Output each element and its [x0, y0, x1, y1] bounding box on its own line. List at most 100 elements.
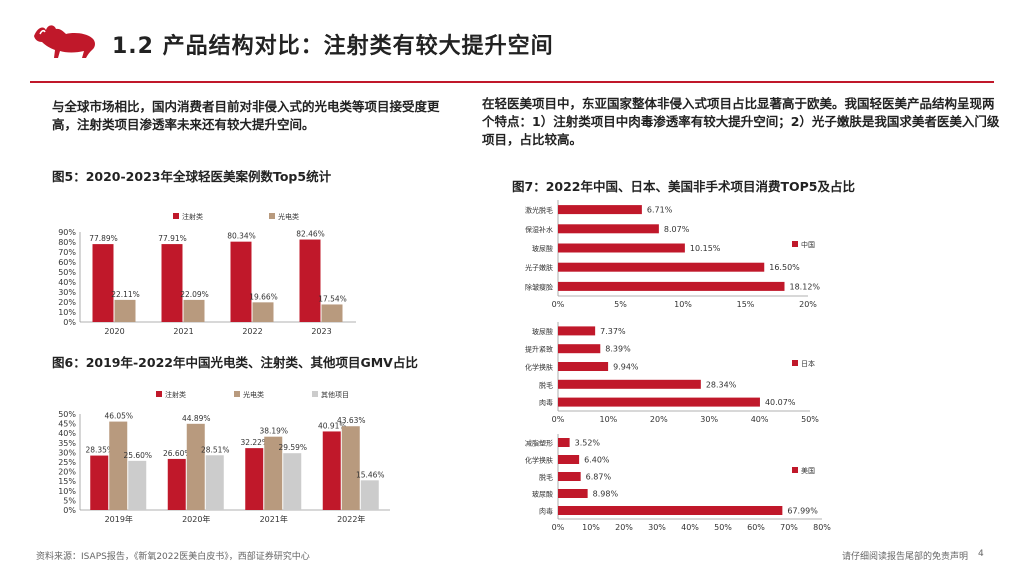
data-label: 22.11%	[111, 290, 140, 299]
x-tick-label: 0%	[552, 523, 565, 532]
data-label: 26.60%	[163, 449, 192, 458]
data-label: 10.15%	[690, 244, 721, 253]
bar	[558, 506, 783, 515]
bar	[341, 426, 360, 510]
legend-label: 日本	[801, 359, 815, 368]
fig7-usa-chart: 0% 10% 20% 30% 40% 50% 60% 70% 80% 减脂塑形 3.52% 化学换肤 6…	[525, 434, 831, 532]
category-label: 玻尿酸	[532, 244, 553, 253]
data-label: 29.59%	[278, 443, 307, 452]
x-tick-label: 0%	[552, 300, 565, 309]
x-tick-label: 5%	[614, 300, 627, 309]
x-tick-label: 70%	[780, 523, 798, 532]
y-tick-label: 30%	[58, 288, 76, 297]
x-tick-label: 30%	[700, 415, 718, 424]
legend-swatch	[156, 391, 162, 397]
x-tick-label: 2023	[311, 327, 331, 336]
x-tick-label: 20%	[650, 415, 668, 424]
bar	[558, 243, 685, 253]
y-tick-label: 5%	[63, 496, 76, 505]
category-label: 肉毒	[539, 507, 553, 516]
x-tick-label: 2019年	[105, 514, 133, 524]
fig7-japan-chart: 0% 10% 20% 30% 40% 50% 玻尿酸 7.37% 提升紧致 8.39% 化学换肤 9.…	[525, 322, 819, 424]
fig7-china-chart: 0% 5% 10% 15% 20% 激光脱毛 6.71% 保湿补水 8.07% 玻尿酸 10.15%…	[525, 200, 821, 309]
data-label: 22.09%	[180, 290, 209, 299]
x-tick-label: 40%	[681, 523, 699, 532]
y-tick-label: 20%	[58, 468, 76, 477]
legend-swatch	[792, 467, 798, 473]
bar	[558, 344, 601, 354]
y-tick-label: 40%	[58, 278, 76, 287]
data-label: 38.19%	[259, 427, 288, 436]
bar	[558, 472, 581, 481]
bar	[558, 397, 760, 407]
bar	[558, 262, 765, 272]
legend-swatch	[234, 391, 240, 397]
bar	[558, 379, 701, 389]
data-label: 28.51%	[201, 445, 230, 454]
x-tick-label: 80%	[813, 523, 831, 532]
legend-swatch	[792, 360, 798, 366]
bar	[558, 326, 596, 336]
y-tick-label: 0%	[63, 318, 76, 327]
data-label: 18.12%	[790, 282, 821, 291]
legend-label: 光电类	[243, 390, 264, 399]
bar	[558, 224, 659, 234]
data-label: 32.22%	[240, 438, 269, 447]
x-tick-label: 15%	[737, 300, 755, 309]
legend-swatch	[792, 241, 798, 247]
category-label: 玻尿酸	[532, 490, 553, 499]
bar	[161, 244, 183, 322]
data-label: 9.94%	[613, 363, 639, 372]
category-label: 脱毛	[539, 380, 553, 389]
data-label: 16.50%	[769, 263, 800, 272]
y-tick-label: 25%	[58, 458, 76, 467]
category-label: 激光脱毛	[525, 206, 553, 215]
y-tick-label: 50%	[58, 410, 76, 419]
fig5-chart: 0%10%20%30%40%50%60%70%80%90% 注射类 光电类 2020 7…	[58, 212, 356, 336]
bar	[92, 244, 114, 322]
y-tick-label: 70%	[58, 248, 76, 257]
y-tick-label: 15%	[58, 477, 76, 486]
category-label: 光子嫩肤	[525, 263, 553, 272]
bar	[114, 299, 136, 322]
y-tick-label: 10%	[58, 308, 76, 317]
bar	[558, 362, 609, 371]
data-label: 15.46%	[356, 470, 385, 479]
footer-source: 资料来源：ISAPS报告，《新氧2022医美白皮书》，西部证券研究中心	[36, 552, 310, 562]
data-label: 80.34%	[227, 232, 256, 241]
x-tick-label: 2021	[173, 327, 193, 336]
bar	[264, 436, 283, 510]
bar	[322, 431, 341, 510]
category-label: 玻尿酸	[532, 327, 553, 336]
category-label: 提升紧致	[525, 345, 553, 354]
x-tick-label: 10%	[674, 300, 692, 309]
data-label: 6.71%	[647, 206, 673, 215]
data-label: 8.98%	[593, 490, 619, 499]
category-label: 减脂塑形	[525, 439, 553, 448]
x-tick-label: 2020年	[182, 514, 210, 524]
bar	[90, 455, 109, 510]
y-tick-label: 10%	[58, 487, 76, 496]
data-label: 8.07%	[664, 225, 690, 234]
data-label: 77.89%	[89, 234, 118, 243]
data-label: 28.35%	[85, 446, 114, 455]
x-tick-label: 2021年	[260, 514, 288, 524]
bar	[109, 421, 128, 510]
x-tick-label: 0%	[552, 415, 565, 424]
bar	[183, 299, 205, 322]
x-tick-label: 10%	[582, 523, 600, 532]
x-tick-label: 60%	[747, 523, 765, 532]
bar	[252, 302, 274, 322]
category-label: 保湿补水	[525, 225, 553, 234]
x-tick-label: 20%	[799, 300, 817, 309]
x-tick-label: 20%	[615, 523, 633, 532]
legend-label: 注射类	[165, 390, 186, 399]
bar	[558, 438, 570, 447]
bar	[186, 423, 205, 510]
bull-logo	[34, 25, 95, 58]
data-label: 67.99%	[787, 507, 818, 516]
bar	[558, 455, 580, 464]
data-label: 6.40%	[584, 456, 610, 465]
data-label: 7.37%	[600, 327, 626, 336]
bar	[283, 453, 302, 510]
